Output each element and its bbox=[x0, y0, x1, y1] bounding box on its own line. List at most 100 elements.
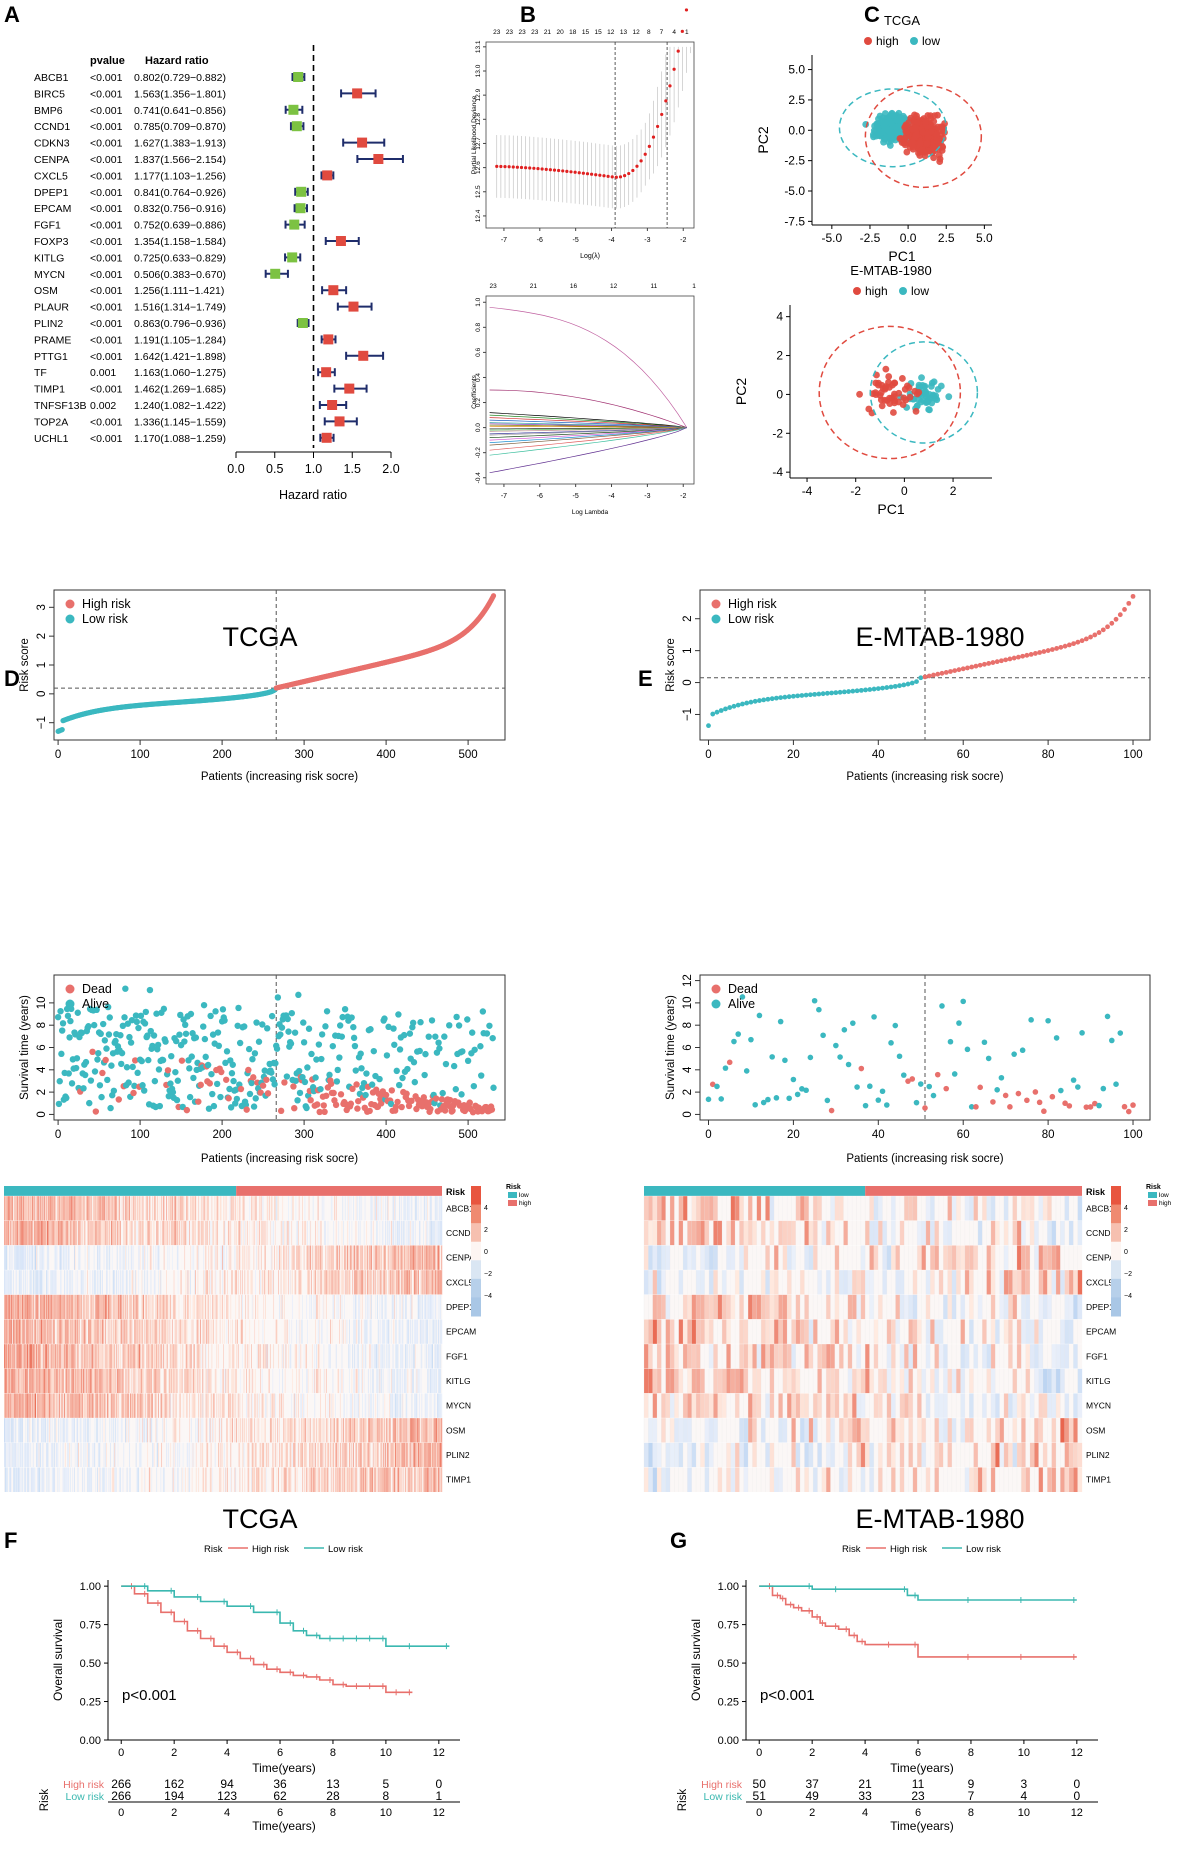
surv-x-tick-label: 100 bbox=[131, 1129, 150, 1141]
surv-point-alive bbox=[299, 1073, 306, 1081]
surv-point-alive bbox=[333, 1078, 341, 1085]
forest-pvalue: 0.002 bbox=[90, 400, 116, 412]
heatmap-cell bbox=[153, 1196, 155, 1221]
heatmap-cell bbox=[222, 1196, 224, 1221]
risk-y-tick-label: 1 bbox=[36, 662, 48, 668]
lasso-cv-point bbox=[618, 175, 623, 179]
forest-x-label: Hazard ratio bbox=[279, 488, 347, 502]
pca-point bbox=[901, 135, 909, 142]
lasso-cv-x-tick-label: -2 bbox=[680, 237, 686, 244]
heatmap-cell bbox=[264, 1196, 267, 1221]
surv-point-alive bbox=[209, 1090, 216, 1098]
surv-point-dead bbox=[264, 1090, 272, 1097]
lasso-cv-top-tick-label: 12 bbox=[633, 29, 641, 36]
surv-point-alive bbox=[223, 1048, 231, 1055]
surv-point-alive bbox=[188, 1053, 195, 1060]
panel-label-b: B bbox=[520, 2, 536, 27]
surv-point-alive bbox=[182, 1030, 190, 1037]
surv-point-alive bbox=[215, 1042, 223, 1050]
lasso-cv-point bbox=[606, 174, 610, 178]
surv-point-alive bbox=[106, 1014, 113, 1021]
lasso-cv-point bbox=[565, 169, 569, 173]
heatmap-cell bbox=[110, 1196, 112, 1221]
surv-point-alive bbox=[336, 1022, 344, 1029]
surv-point-alive bbox=[479, 1008, 487, 1015]
heatmap-cell bbox=[237, 1196, 239, 1221]
heatmap-cell bbox=[208, 1196, 210, 1221]
surv-point-alive bbox=[357, 1050, 364, 1057]
heatmap-cell bbox=[113, 1196, 115, 1221]
heatmap-cell bbox=[219, 1196, 221, 1221]
pca-y-tick-label: 2 bbox=[776, 349, 783, 363]
heatmap-cell bbox=[192, 1196, 194, 1221]
pca-point bbox=[873, 122, 881, 130]
heatmap-cell bbox=[44, 1196, 46, 1221]
heatmap-cell bbox=[184, 1196, 186, 1221]
heatmap-cell bbox=[223, 1196, 225, 1221]
heatmap-cell bbox=[263, 1196, 265, 1221]
heatmap-cell bbox=[269, 1196, 271, 1221]
heatmap-cell bbox=[265, 1196, 267, 1221]
heatmap-cell bbox=[228, 1196, 230, 1221]
heatmap-cell bbox=[67, 1196, 69, 1221]
forest-hr-text: 1.563(1.356−1.801) bbox=[134, 88, 226, 100]
pca-point bbox=[872, 391, 880, 399]
heatmap-cell bbox=[277, 1196, 279, 1221]
surv-point-alive bbox=[169, 1089, 177, 1096]
heatmap-cell bbox=[54, 1196, 56, 1221]
surv-point-alive bbox=[483, 1030, 491, 1037]
lasso-path-line bbox=[489, 417, 687, 428]
surv-point-alive bbox=[274, 994, 282, 1001]
heatmap-cell bbox=[83, 1196, 85, 1221]
heatmap-cell bbox=[6, 1196, 8, 1221]
surv-point-alive bbox=[455, 1022, 463, 1029]
pca-x-tick-label: 2.5 bbox=[938, 231, 955, 245]
heatmap-cell bbox=[199, 1196, 201, 1221]
heatmap-cell bbox=[209, 1196, 211, 1221]
heatmap-cell bbox=[14, 1196, 16, 1221]
pca-x-tick-label: -5.0 bbox=[821, 231, 842, 245]
heatmap-cell bbox=[185, 1196, 188, 1221]
surv-point-alive bbox=[104, 1003, 112, 1011]
forest-hr-point bbox=[322, 170, 333, 181]
surv-point-alive bbox=[315, 1041, 323, 1048]
lasso-cv-point bbox=[552, 168, 557, 172]
surv-point-alive bbox=[129, 1063, 136, 1071]
lasso-path-x-tick-label: -4 bbox=[608, 493, 614, 500]
surv-point-alive bbox=[248, 1079, 255, 1087]
surv-point-alive bbox=[464, 1016, 471, 1023]
pca-y-tick-label: -2 bbox=[772, 426, 783, 440]
pca-ellipse-low bbox=[869, 341, 979, 444]
heatmap-cell bbox=[176, 1196, 178, 1221]
heatmap-cell bbox=[268, 1196, 270, 1221]
surv-point-dead bbox=[438, 1096, 446, 1103]
heatmap-cell bbox=[31, 1196, 33, 1221]
heatmap-cell bbox=[211, 1196, 213, 1221]
surv-point-alive bbox=[395, 1011, 402, 1018]
risk-legend-high: High risk bbox=[82, 597, 131, 611]
heatmap-cell bbox=[138, 1196, 140, 1221]
lasso-cv-point bbox=[507, 165, 511, 169]
lasso-path-frame bbox=[485, 295, 695, 485]
surv-point-alive bbox=[351, 1042, 359, 1050]
heatmap-cell bbox=[238, 1196, 240, 1221]
pca-point bbox=[916, 140, 924, 147]
lasso-cv-point bbox=[503, 165, 507, 169]
heatmap-cell bbox=[178, 1196, 180, 1221]
heatmap-cell bbox=[169, 1196, 171, 1221]
surv-point-alive bbox=[259, 1021, 266, 1028]
heatmap-cell bbox=[29, 1196, 31, 1221]
heatmap-cell bbox=[168, 1196, 170, 1221]
heatmap-cell bbox=[34, 1196, 36, 1221]
heatmap-cell bbox=[204, 1196, 206, 1221]
heatmap-cell bbox=[197, 1196, 199, 1221]
heatmap-cell bbox=[149, 1196, 151, 1221]
heatmap-cell bbox=[254, 1196, 256, 1221]
heatmap-cell bbox=[38, 1196, 40, 1221]
pca-x-tick-label: -4 bbox=[802, 484, 813, 498]
forest-gene-label: CENPA bbox=[34, 154, 69, 166]
heatmap-cell bbox=[152, 1196, 154, 1221]
heatmap-cell bbox=[167, 1196, 169, 1221]
forest-hr-text: 0.725(0.633−0.829) bbox=[134, 252, 226, 264]
risk-y-tick-label: 2 bbox=[36, 633, 48, 639]
